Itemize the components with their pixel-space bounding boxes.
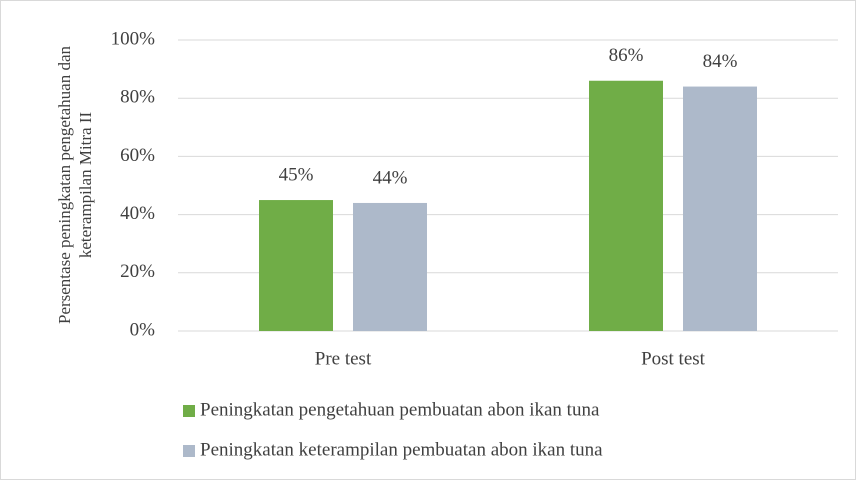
- bar: [259, 200, 333, 331]
- y-tick-label: 20%: [120, 261, 155, 282]
- bar: [589, 80, 663, 332]
- data-label: 45%: [279, 164, 314, 185]
- y-tick-label: 60%: [120, 145, 155, 166]
- y-tick-label: 100%: [111, 28, 156, 49]
- y-tick-label: 0%: [130, 319, 156, 340]
- x-tick-label: Post test: [641, 348, 706, 369]
- y-axis-label: Persentase peningkatan pengetahuan dan: [55, 45, 74, 324]
- x-tick-label: Pre test: [315, 348, 372, 369]
- bar: [353, 202, 427, 331]
- legend-label: Peningkatan pengetahuan pembuatan abon i…: [200, 399, 600, 420]
- y-tick-label: 80%: [120, 87, 155, 108]
- y-axis-label: keterampilan Mitra II: [76, 111, 95, 258]
- legend-label: Peningkatan keterampilan pembuatan abon …: [200, 439, 603, 460]
- bar: [683, 86, 757, 331]
- data-label: 86%: [609, 45, 644, 66]
- data-label: 84%: [703, 51, 738, 72]
- data-label: 44%: [373, 167, 408, 188]
- legend-swatch: [183, 445, 195, 457]
- legend-swatch: [183, 405, 195, 417]
- y-tick-label: 40%: [120, 203, 155, 224]
